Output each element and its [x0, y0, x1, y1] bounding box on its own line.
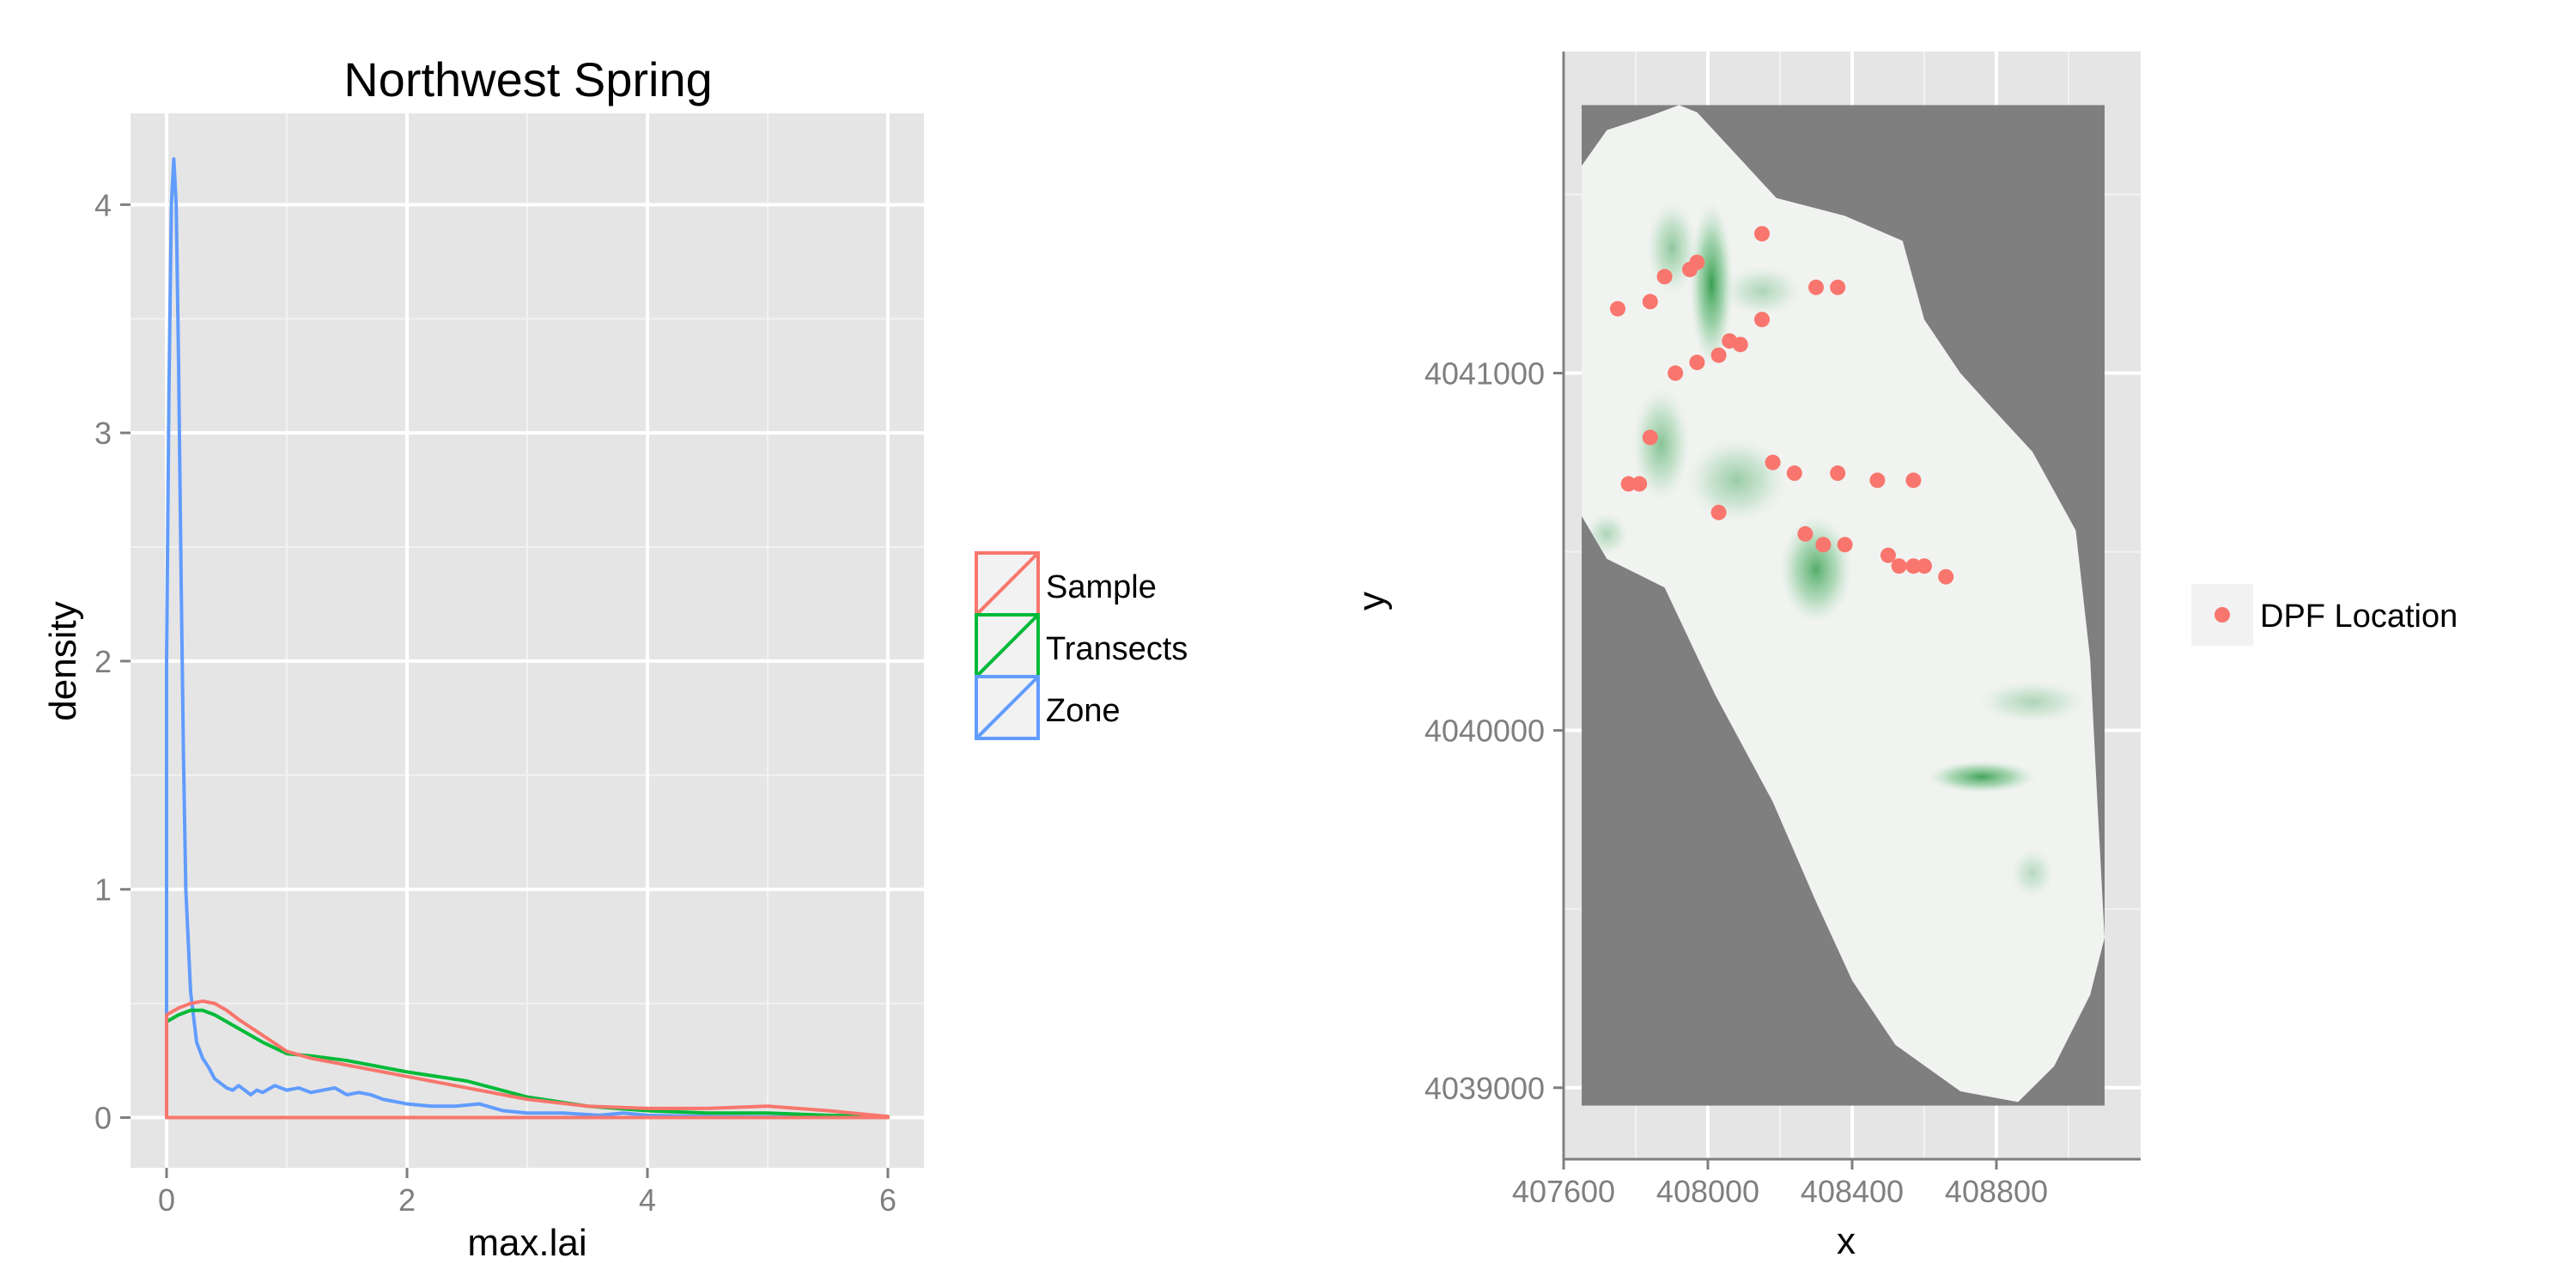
density-legend: Sample Transects Zone	[975, 551, 1188, 740]
y-tick-label: 2	[94, 644, 112, 679]
density-series-lines	[165, 157, 890, 1120]
x-tick-label: 407600	[1512, 1174, 1615, 1209]
map-x-axis-label: x	[1837, 1220, 1856, 1262]
x-tick-label: 408400	[1801, 1174, 1904, 1209]
density-axis-ticks	[120, 203, 890, 1178]
vegetation-patch	[1631, 387, 1690, 502]
dpf-location-point	[1917, 558, 1932, 574]
dpf-location-point	[1869, 472, 1886, 489]
vegetation-patch	[1690, 201, 1734, 367]
density-y-tick-labels: 0 1 2 3 4	[94, 187, 112, 1135]
dpf-location-point	[1765, 454, 1781, 471]
density-chart: Northwest Spring 0 1 2 3 4 0 2 4 6 max.lai dens…	[42, 52, 1188, 1264]
y-tick-label: 1	[94, 872, 112, 908]
dpf-location-point	[1830, 279, 1846, 295]
dpf-location-point	[1891, 558, 1907, 574]
density-gridlines	[131, 113, 924, 1168]
dpf-location-point	[1815, 537, 1832, 553]
vegetation-patch	[1646, 201, 1698, 295]
legend-key-sample-line	[976, 553, 1038, 615]
dpf-location-point	[1642, 294, 1658, 310]
legend-key-transects-line	[976, 615, 1038, 677]
x-tick-label: 408800	[1945, 1174, 2048, 1209]
dpf-location-point	[1610, 301, 1625, 317]
legend-label-zone: Zone	[1046, 693, 1121, 729]
dpf-location-point	[1620, 476, 1637, 492]
chart-title: Northwest Spring	[343, 52, 713, 106]
dpf-location-points	[1610, 226, 1954, 585]
density-line-sample	[165, 999, 890, 1120]
x-tick-label: 2	[398, 1182, 416, 1218]
x-tick-label: 0	[158, 1182, 175, 1218]
vegetation-patch	[1928, 761, 2037, 793]
map-y-axis-label: y	[1351, 592, 1393, 611]
vegetation-density	[1585, 201, 2087, 899]
dpf-location-point	[1754, 226, 1770, 242]
density-x-axis-label: max.lai	[467, 1222, 586, 1264]
x-tick-label: 408000	[1656, 1174, 1759, 1209]
dpf-location-point	[1786, 465, 1802, 482]
map-axis-lines	[1553, 52, 2141, 1170]
density-line-transects	[165, 1008, 890, 1120]
dpf-location-point	[1642, 429, 1658, 446]
y-tick-label: 4040000	[1425, 714, 1545, 749]
dpf-location-point	[1732, 337, 1748, 353]
y-tick-label: 4	[94, 187, 112, 222]
dpf-location-point	[1631, 476, 1648, 492]
density-y-axis-label: density	[42, 601, 84, 720]
y-tick-label: 4041000	[1425, 356, 1545, 392]
dpf-location-point	[1830, 465, 1846, 482]
dpf-location-point	[1710, 504, 1727, 520]
x-tick-label: 6	[879, 1182, 896, 1218]
density-line-zone	[165, 157, 890, 1120]
dpf-location-point	[1754, 312, 1770, 328]
y-tick-label: 3	[94, 416, 112, 451]
y-tick-label: 0	[94, 1101, 112, 1136]
map-y-tick-labels: 4039000 4040000 4041000	[1425, 356, 1545, 1106]
vegetation-patch	[1978, 680, 2087, 724]
dpf-location-point	[1689, 355, 1705, 371]
density-x-tick-labels: 0 2 4 6	[158, 1182, 896, 1218]
dpf-location-point	[1710, 347, 1727, 363]
map-legend: DPF Location	[2191, 584, 2458, 646]
dpf-location-point	[1905, 472, 1922, 489]
legend-label-transects: Transects	[1046, 631, 1188, 667]
legend-key-dpf-point	[2215, 607, 2230, 623]
dpf-location-point	[1938, 568, 1954, 585]
dpf-location-point	[1656, 269, 1673, 285]
x-tick-label: 4	[639, 1182, 656, 1218]
vegetation-patch	[1780, 515, 1852, 623]
legend-label-dpf-location: DPF Location	[2260, 598, 2458, 635]
legend-entry-zone: Zone	[975, 675, 1121, 740]
legend-entry-sample: Sample	[975, 551, 1157, 617]
legend-label-sample: Sample	[1046, 569, 1157, 605]
dpf-location-point	[1808, 279, 1824, 295]
map-chart: 4039000 4040000 4041000 407600 408000 408400…	[1351, 52, 2458, 1262]
vegetation-patch	[1686, 437, 1788, 524]
legend-entry-transects: Transects	[975, 613, 1188, 678]
vegetation-patch	[1722, 265, 1802, 316]
dpf-location-point	[1689, 254, 1705, 270]
dpf-location-point	[1837, 537, 1853, 553]
dpf-location-point	[1880, 547, 1896, 563]
legend-key-zone-line	[976, 677, 1038, 738]
dpf-location-point	[1797, 526, 1814, 542]
map-x-tick-labels: 407600 408000 408400 408800	[1512, 1174, 2048, 1209]
dpf-location-point	[1905, 558, 1922, 574]
vegetation-patch	[2010, 848, 2055, 899]
y-tick-label: 4039000	[1425, 1071, 1545, 1106]
dpf-location-point	[1668, 365, 1684, 381]
